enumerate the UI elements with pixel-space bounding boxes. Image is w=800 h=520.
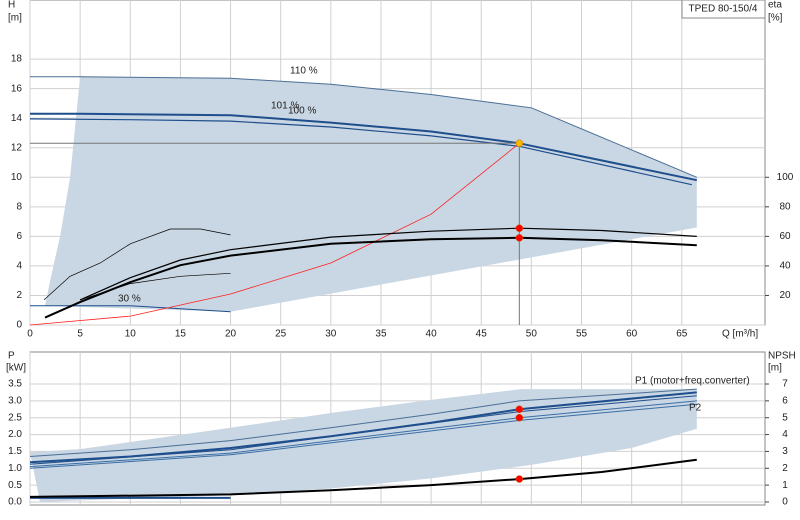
y2label-unit: [m] xyxy=(768,363,782,374)
y2-tick-label: 4 xyxy=(782,429,788,440)
x-tick-label: 40 xyxy=(426,329,438,340)
duty-point xyxy=(515,234,524,242)
y2-tick-label: 0 xyxy=(782,497,788,508)
plot xyxy=(29,351,766,506)
y-tick-label: 2.5 xyxy=(8,412,22,423)
y-tick-label: 3.5 xyxy=(8,379,22,390)
y-tick-label: 8 xyxy=(16,201,22,212)
y2-tick-label: 6 xyxy=(782,396,788,407)
y-tick-label: 0 xyxy=(16,320,22,331)
duty-point xyxy=(515,405,524,414)
y2-tick-label: 60 xyxy=(779,231,791,242)
y-tick-label: 18 xyxy=(11,54,23,65)
curve xyxy=(30,305,231,313)
y-tick-label: 10 xyxy=(11,172,23,183)
y-tick-label: 12 xyxy=(11,142,23,153)
curve xyxy=(29,403,697,469)
y-tick-label: 2.0 xyxy=(8,429,22,440)
title-box xyxy=(681,0,766,19)
y2-tick-label: 7 xyxy=(782,379,788,390)
y2label: eta xyxy=(768,0,782,11)
curve-label: 100 % xyxy=(288,106,316,117)
plot xyxy=(29,0,766,326)
y-tick-label: 14 xyxy=(11,113,23,124)
y2-tick-label: 100 xyxy=(777,172,794,183)
y-tick-label: 6 xyxy=(16,231,22,242)
ylabel: H xyxy=(8,0,15,11)
x-tick-label: 0 xyxy=(27,329,33,340)
range-area xyxy=(45,76,697,312)
duty-point xyxy=(515,413,524,422)
y-tick-label: 1.0 xyxy=(8,463,22,474)
curve xyxy=(29,400,697,468)
curve xyxy=(44,236,697,319)
y2label: NPSH xyxy=(768,351,796,362)
y-tick-label: 16 xyxy=(11,83,23,94)
curve-label: 110 % xyxy=(290,66,318,77)
ylabel: P xyxy=(8,351,15,362)
y2-tick-label: 3 xyxy=(782,446,788,457)
curve-label: P1 (motor+freq.converter) xyxy=(635,376,750,387)
duty-point xyxy=(515,139,524,148)
curve-label: P2 xyxy=(689,403,702,414)
y-tick-label: 0.5 xyxy=(8,480,22,491)
x-tick-label: 65 xyxy=(676,329,688,340)
y-tick-label: 2 xyxy=(16,290,22,301)
y-tick-label: 3.0 xyxy=(8,396,22,407)
curve xyxy=(30,76,697,178)
x-tick-label: 35 xyxy=(375,329,387,340)
y2-tick-label: 1 xyxy=(782,480,788,491)
x-tick-label: 15 xyxy=(175,329,187,340)
duty-point xyxy=(515,475,524,483)
y2label-unit: [%] xyxy=(768,13,783,24)
curve xyxy=(29,395,697,465)
x-tick-label: 50 xyxy=(526,329,538,340)
y2-tick-label: 80 xyxy=(779,201,791,212)
y-tick-label: 0.0 xyxy=(8,497,22,508)
curve xyxy=(43,228,231,301)
x-tick-label: 20 xyxy=(225,329,237,340)
chart-title: TPED 80-150/4 xyxy=(689,4,758,15)
y2-tick-label: 2 xyxy=(782,463,788,474)
x-tick-label: 25 xyxy=(275,329,287,340)
x-tick-label: 55 xyxy=(576,329,588,340)
curve xyxy=(29,142,520,326)
range-area xyxy=(30,389,697,502)
y-tick-label: 4 xyxy=(16,261,22,272)
x-tick-label: 5 xyxy=(77,329,83,340)
x-tick-label: 10 xyxy=(125,329,137,340)
x-tick-label: 30 xyxy=(325,329,337,340)
y2-tick-label: 20 xyxy=(779,290,791,301)
x-tick-label: 60 xyxy=(626,329,638,340)
curve xyxy=(29,458,697,498)
y2-tick-label: 40 xyxy=(779,261,791,272)
ylabel-unit: [kW] xyxy=(6,363,26,374)
y2-tick-label: 5 xyxy=(782,412,788,423)
curve xyxy=(29,388,697,457)
y-tick-label: 1.5 xyxy=(8,446,22,457)
x-tick-label: 45 xyxy=(476,329,488,340)
curve xyxy=(79,272,231,301)
curve-label: 101 % xyxy=(271,101,299,112)
curve-label: 30 % xyxy=(118,294,141,305)
curve xyxy=(79,227,697,301)
duty-point xyxy=(515,224,524,232)
ylabel-unit: [m] xyxy=(8,13,22,24)
xlabel: Q [m³/h] xyxy=(722,329,758,340)
